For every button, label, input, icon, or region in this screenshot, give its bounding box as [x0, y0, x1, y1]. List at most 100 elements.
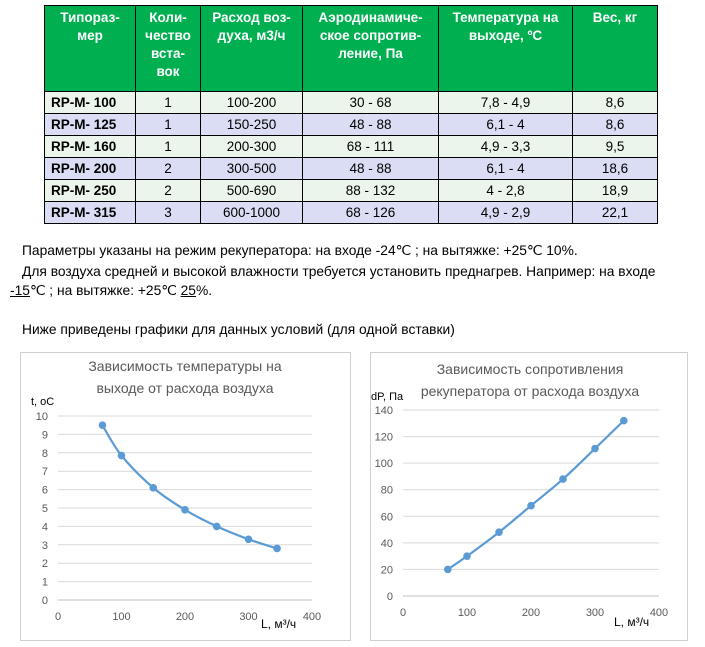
- data-point: [559, 475, 567, 483]
- header-cell: Типораз- мер: [44, 5, 136, 92]
- x-tick-label: 400: [303, 611, 321, 623]
- x-tick-label: 400: [650, 607, 668, 619]
- y-tick-label: 40: [381, 538, 393, 550]
- x-tick-label: 300: [586, 607, 604, 619]
- temp-cell: 4,9 - 3,3: [438, 135, 573, 158]
- resistance-cell: 48 - 88: [302, 157, 439, 180]
- header-cell: Аэродинамиче- ское сопротив- ление, Па: [302, 5, 439, 92]
- preheat-paragraph: Для воздуха средней и высокой влажности …: [22, 264, 656, 279]
- count-cell: 1: [135, 113, 201, 136]
- data-point: [212, 522, 221, 531]
- table-row: RP-M- 200 2 300-500 48 - 88 6,1 - 4 18,6: [44, 157, 658, 180]
- y-tick-label: 100: [375, 458, 393, 470]
- x-tick-label: 0: [55, 611, 61, 623]
- temp-cell: 6,1 - 4: [438, 157, 573, 180]
- flow-cell: 100-200: [200, 91, 303, 114]
- y-tick-label: 2: [42, 558, 48, 570]
- data-point: [98, 421, 107, 429]
- chart-title: выходе от расхода воздуха: [96, 380, 273, 396]
- table-row: RP-M- 100 1 100-200 30 - 68 7,8 - 4,9 8,…: [44, 91, 658, 114]
- y-tick-label: 20: [381, 564, 393, 576]
- y-tick-label: 0: [42, 595, 48, 607]
- exhaust-conditions-text: ℃ ; на вытяжке: +25℃: [29, 283, 181, 298]
- data-point: [620, 416, 628, 425]
- y-tick-label: 60: [381, 511, 393, 523]
- humidity-value: 25: [180, 283, 196, 298]
- y-tick-label: 6: [42, 485, 48, 497]
- data-point: [273, 544, 281, 553]
- x-tick-label: 100: [112, 611, 130, 623]
- spec-table: Типораз- мер Коли- чество вста- вок Расх…: [44, 5, 658, 224]
- flow-cell: 600-1000: [200, 201, 303, 224]
- weight-cell: 18,6: [572, 157, 658, 180]
- y-tick-label: 3: [42, 540, 48, 552]
- table-row: RP-M- 315 3 600-1000 68 - 126 4,9 - 2,9 …: [44, 201, 658, 224]
- x-tick-label: 0: [400, 607, 406, 619]
- temperature-chart-svg: Зависимость температуры на выходе от расх…: [31, 358, 321, 631]
- resistance-chart-svg: Зависимость сопротивления рекуператора от…: [371, 361, 668, 629]
- count-cell: 1: [135, 135, 201, 158]
- weight-cell: 22,1: [572, 201, 658, 224]
- count-cell: 1: [135, 91, 201, 114]
- model-cell: RP-M- 250: [44, 179, 136, 202]
- data-point: [149, 483, 158, 492]
- y-tick-label: 10: [36, 411, 48, 423]
- y-tick-label: 9: [42, 429, 48, 441]
- flow-cell: 500-690: [200, 179, 303, 202]
- data-point: [495, 528, 503, 537]
- data-point: [117, 451, 126, 460]
- y-tick-label: 120: [375, 432, 393, 444]
- model-cell: RP-M- 100: [44, 91, 136, 114]
- x-tick-label: 100: [458, 607, 476, 619]
- temp-cell: 4 - 2,8: [438, 179, 573, 202]
- data-point: [181, 506, 189, 514]
- y-tick-label: 1: [42, 577, 48, 589]
- weight-cell: 18,9: [572, 179, 658, 202]
- y-tick-label: 8: [42, 448, 48, 460]
- header-cell: Вес, кг: [572, 5, 658, 92]
- series-line: [447, 419, 625, 571]
- table-header-row: Типораз- мер Коли- чество вста- вок Расх…: [44, 5, 658, 92]
- data-point: [591, 444, 599, 453]
- flow-cell: 300-500: [200, 157, 303, 180]
- table-row: RP-M- 125 1 150-250 48 - 88 6,1 - 4 8,6: [44, 113, 658, 136]
- weight-cell: 8,6: [572, 91, 658, 114]
- model-cell: RP-M- 125: [44, 113, 136, 136]
- percent-text: %.: [195, 283, 213, 298]
- resistance-cell: 88 - 132: [302, 179, 439, 202]
- resistance-cell: 30 - 68: [302, 91, 439, 114]
- weight-cell: 8,6: [572, 113, 658, 136]
- y-tick-label: 7: [42, 466, 48, 478]
- header-cell: Температура на выходе, ºС: [438, 5, 573, 92]
- data-point: [244, 535, 253, 544]
- data-point: [527, 501, 535, 510]
- conditions-paragraph: Параметры указаны на режим рекуператора:…: [22, 243, 578, 258]
- y-axis-label: dP, Па: [371, 391, 404, 403]
- header-cell: Расход воз- духа, м3/ч: [200, 5, 303, 92]
- chart-title: Зависимость температуры на: [88, 358, 282, 374]
- weight-cell: 9,5: [572, 135, 658, 158]
- data-point: [444, 565, 452, 574]
- flow-cell: 200-300: [200, 135, 303, 158]
- resistance-cell: 68 - 126: [302, 201, 439, 224]
- chart-title: Зависимость сопротивления: [437, 361, 624, 377]
- temp-cell: 4,9 - 2,9: [438, 201, 573, 224]
- x-axis-label: L, м³/ч: [614, 615, 649, 629]
- x-tick-label: 200: [176, 611, 194, 623]
- y-tick-label: 5: [42, 503, 48, 515]
- chart-title: рекуператора от расхода воздуха: [421, 383, 640, 399]
- resistance-chart: Зависимость сопротивления рекуператора от…: [370, 352, 688, 641]
- preheat-paragraph-cont: -15℃ ; на вытяжке: +25℃ 25%.: [10, 281, 212, 300]
- temp-cell: 6,1 - 4: [438, 113, 573, 136]
- x-tick-label: 200: [522, 607, 540, 619]
- model-cell: RP-M- 200: [44, 157, 136, 180]
- table-row: RP-M- 250 2 500-690 88 - 132 4 - 2,8 18,…: [44, 179, 658, 202]
- temperature-chart: Зависимость температуры на выходе от расх…: [20, 352, 351, 641]
- x-axis-label: L, м³/ч: [261, 617, 296, 631]
- header-cell: Коли- чество вста- вок: [135, 5, 201, 92]
- resistance-cell: 48 - 88: [302, 113, 439, 136]
- table-row: RP-M- 160 1 200-300 68 - 111 4,9 - 3,3 9…: [44, 135, 658, 158]
- model-cell: RP-M- 160: [44, 135, 136, 158]
- data-point: [463, 552, 471, 560]
- x-tick-label: 300: [239, 611, 257, 623]
